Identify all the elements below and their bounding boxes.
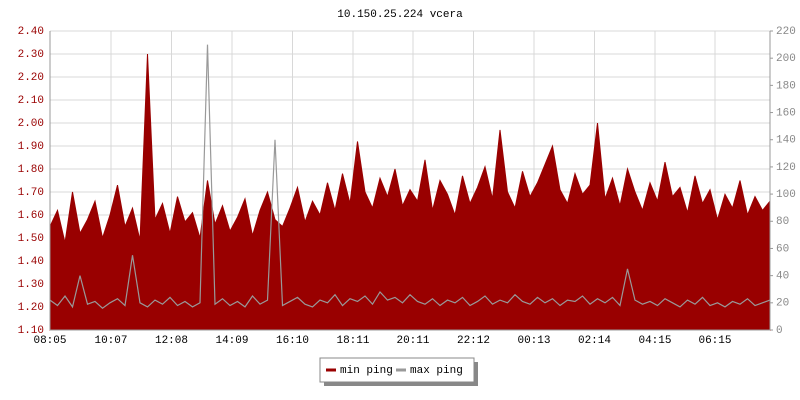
- x-tick-label: 00:13: [517, 335, 550, 347]
- x-tick-label: 14:09: [215, 335, 248, 347]
- y-tick-label: 1.40: [18, 256, 44, 268]
- y-tick-label: 2.30: [18, 49, 44, 61]
- y-tick-label: 1.50: [18, 233, 44, 245]
- y2-tick-label: 140: [776, 135, 796, 147]
- chart-title: 10.150.25.224 vcera: [337, 9, 463, 21]
- y-tick-label: 2.10: [18, 95, 44, 107]
- y-tick-label: 2.40: [18, 26, 44, 38]
- max-ping-line: [49, 44, 771, 310]
- y2-tick-label: 0: [776, 325, 783, 337]
- min-ping-area: [49, 53, 771, 331]
- y2-tick-label: 40: [776, 271, 789, 283]
- y-tick-label: 1.20: [18, 302, 44, 314]
- y2-tick-label: 100: [776, 189, 796, 201]
- x-tick-label: 16:10: [276, 335, 309, 347]
- y2-tick-label: 20: [776, 298, 789, 310]
- y-tick-label: 1.80: [18, 164, 44, 176]
- x-tick-label: 20:11: [396, 335, 429, 347]
- x-tick-label: 04:15: [638, 335, 671, 347]
- y2-tick-label: 120: [776, 162, 796, 174]
- y2-tick-label: 80: [776, 216, 789, 228]
- x-tick-label: 10:07: [94, 335, 127, 347]
- x-tick-label: 18:11: [336, 335, 369, 347]
- x-tick-label: 08:05: [33, 335, 66, 347]
- y-tick-label: 2.20: [18, 72, 44, 84]
- legend: min ping max ping: [319, 357, 478, 386]
- y2-tick-label: 60: [776, 243, 789, 255]
- x-tick-label: 02:14: [578, 335, 611, 347]
- x-tick-label: 22:12: [457, 335, 490, 347]
- y2-tick-label: 220: [776, 26, 796, 38]
- y-tick-label: 1.30: [18, 279, 44, 291]
- y-tick-label: 1.60: [18, 210, 44, 222]
- y-tick-label: 1.70: [18, 187, 44, 199]
- y2-tick-label: 180: [776, 80, 796, 92]
- y2-tick-label: 200: [776, 53, 796, 65]
- y-tick-label: 1.10: [18, 325, 44, 337]
- y-tick-label: 2.00: [18, 118, 44, 130]
- legend-label: min ping: [340, 365, 393, 377]
- y-tick-label: 1.90: [18, 141, 44, 153]
- y2-tick-label: 160: [776, 107, 796, 119]
- x-tick-label: 06:15: [698, 335, 731, 347]
- legend-label: max ping: [410, 365, 463, 377]
- x-tick-label: 12:08: [155, 335, 188, 347]
